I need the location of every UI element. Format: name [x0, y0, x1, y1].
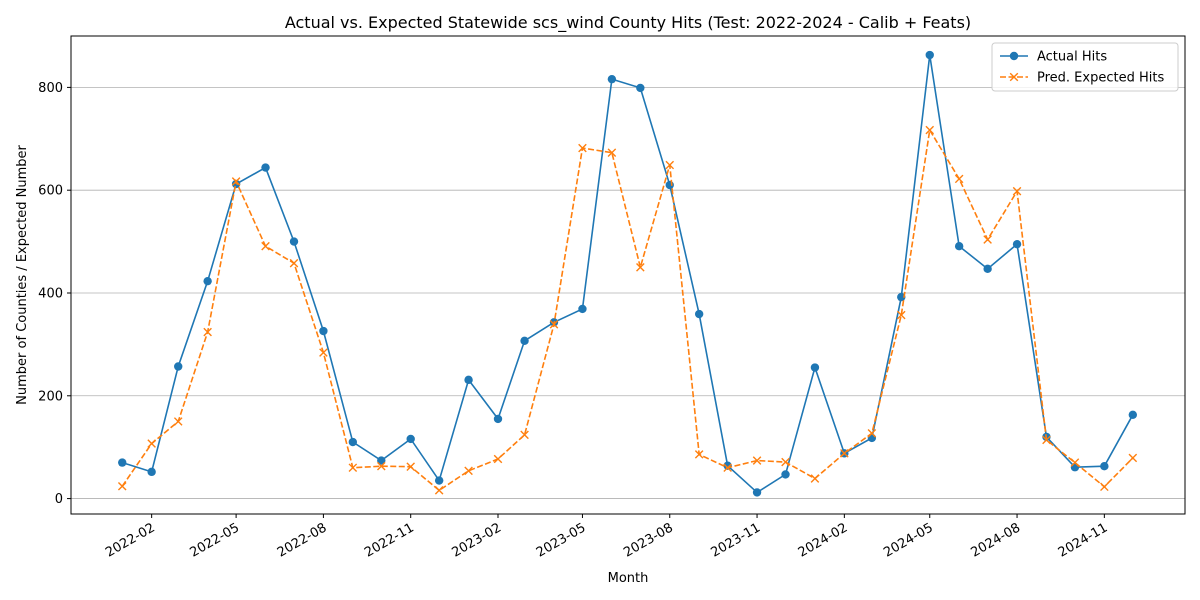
- data-point: [897, 292, 906, 302]
- data-point: [954, 242, 964, 251]
- data-point: [867, 429, 877, 438]
- data-point: [1128, 453, 1138, 463]
- data-point: [983, 235, 992, 244]
- data-point: [1128, 410, 1138, 420]
- legend: Actual Hits Pred. Expected Hits: [991, 42, 1179, 92]
- data-point: [665, 180, 674, 190]
- data-point: [203, 276, 212, 286]
- data-point: [752, 456, 762, 465]
- data-point: [896, 310, 906, 320]
- legend-box: [991, 42, 1179, 92]
- chart-title: Actual vs. Expected Statewide scs_wind C…: [285, 13, 971, 33]
- legend-marker: [1009, 72, 1019, 82]
- data-point: [464, 375, 473, 385]
- legend-marker: [1009, 51, 1019, 61]
- plot-area-frame: [70, 35, 1186, 515]
- data-point: [376, 461, 386, 471]
- data-point: [954, 174, 964, 184]
- data-point: [289, 258, 299, 268]
- data-point: [520, 336, 529, 345]
- data-point: [549, 320, 559, 329]
- y-axis: 0 200 400 600 800: [38, 81, 71, 507]
- data-point: [925, 50, 934, 60]
- data-point: [636, 262, 645, 272]
- series-actual-hits: [118, 50, 1138, 497]
- data-point: [1100, 482, 1109, 492]
- data-point: [406, 434, 415, 444]
- data-point: [607, 74, 617, 84]
- data-point: [578, 143, 587, 153]
- data-point: [925, 125, 935, 135]
- data-point: [434, 486, 444, 495]
- data-point: [348, 463, 358, 473]
- y-tick-label: 600: [38, 184, 63, 199]
- data-point: [319, 326, 328, 336]
- y-tick-label: 400: [38, 286, 63, 301]
- data-point: [840, 449, 849, 458]
- data-point: [348, 437, 358, 447]
- data-point: [118, 458, 127, 467]
- data-point: [464, 466, 473, 476]
- data-point: [752, 488, 762, 497]
- data-point: [493, 454, 503, 464]
- data-point: [231, 179, 241, 189]
- data-point: [520, 430, 529, 440]
- y-tick-label: 200: [38, 389, 63, 404]
- data-point: [377, 456, 386, 465]
- legend-label: Pred. Expected Hits: [1037, 71, 1164, 86]
- series-pred-expected-hits: [117, 125, 1138, 495]
- series-line: [122, 54, 1134, 494]
- data-point: [810, 363, 820, 372]
- grid-lines: [71, 86, 1185, 499]
- y-axis-label: Number of Counties / Expected Number: [15, 145, 30, 405]
- data-point: [289, 237, 299, 246]
- legend-item: Actual Hits: [1000, 50, 1107, 65]
- data-point: [434, 476, 444, 485]
- data-point: [1100, 462, 1109, 471]
- data-point: [694, 450, 704, 459]
- data-point: [578, 304, 587, 314]
- series-layer: [117, 50, 1138, 497]
- data-point: [810, 474, 820, 483]
- data-point: [261, 241, 270, 251]
- legend-item: Pred. Expected Hits: [1000, 71, 1164, 86]
- data-point: [983, 264, 992, 274]
- data-point: [406, 462, 415, 472]
- data-point: [1012, 239, 1022, 249]
- data-point: [1042, 435, 1051, 445]
- data-point: [607, 148, 617, 157]
- data-point: [147, 439, 156, 448]
- data-point: [694, 309, 704, 319]
- y-tick-label: 800: [38, 81, 63, 96]
- y-tick-label: 0: [55, 492, 63, 507]
- data-point: [117, 481, 127, 491]
- data-point: [231, 177, 241, 186]
- data-point: [203, 327, 212, 337]
- legend-label: Actual Hits: [1037, 50, 1107, 65]
- data-point: [781, 457, 790, 467]
- data-point: [781, 470, 790, 479]
- data-point: [174, 362, 183, 371]
- data-point: [493, 414, 503, 424]
- x-axis-label: Month: [608, 571, 649, 586]
- data-point: [1070, 458, 1080, 467]
- data-point: [319, 348, 328, 357]
- data-point: [147, 467, 156, 477]
- data-point: [636, 83, 645, 93]
- data-point: [1012, 186, 1022, 196]
- data-point: [173, 417, 183, 426]
- data-point: [723, 463, 732, 473]
- data-point: [665, 160, 675, 170]
- data-point: [261, 163, 270, 172]
